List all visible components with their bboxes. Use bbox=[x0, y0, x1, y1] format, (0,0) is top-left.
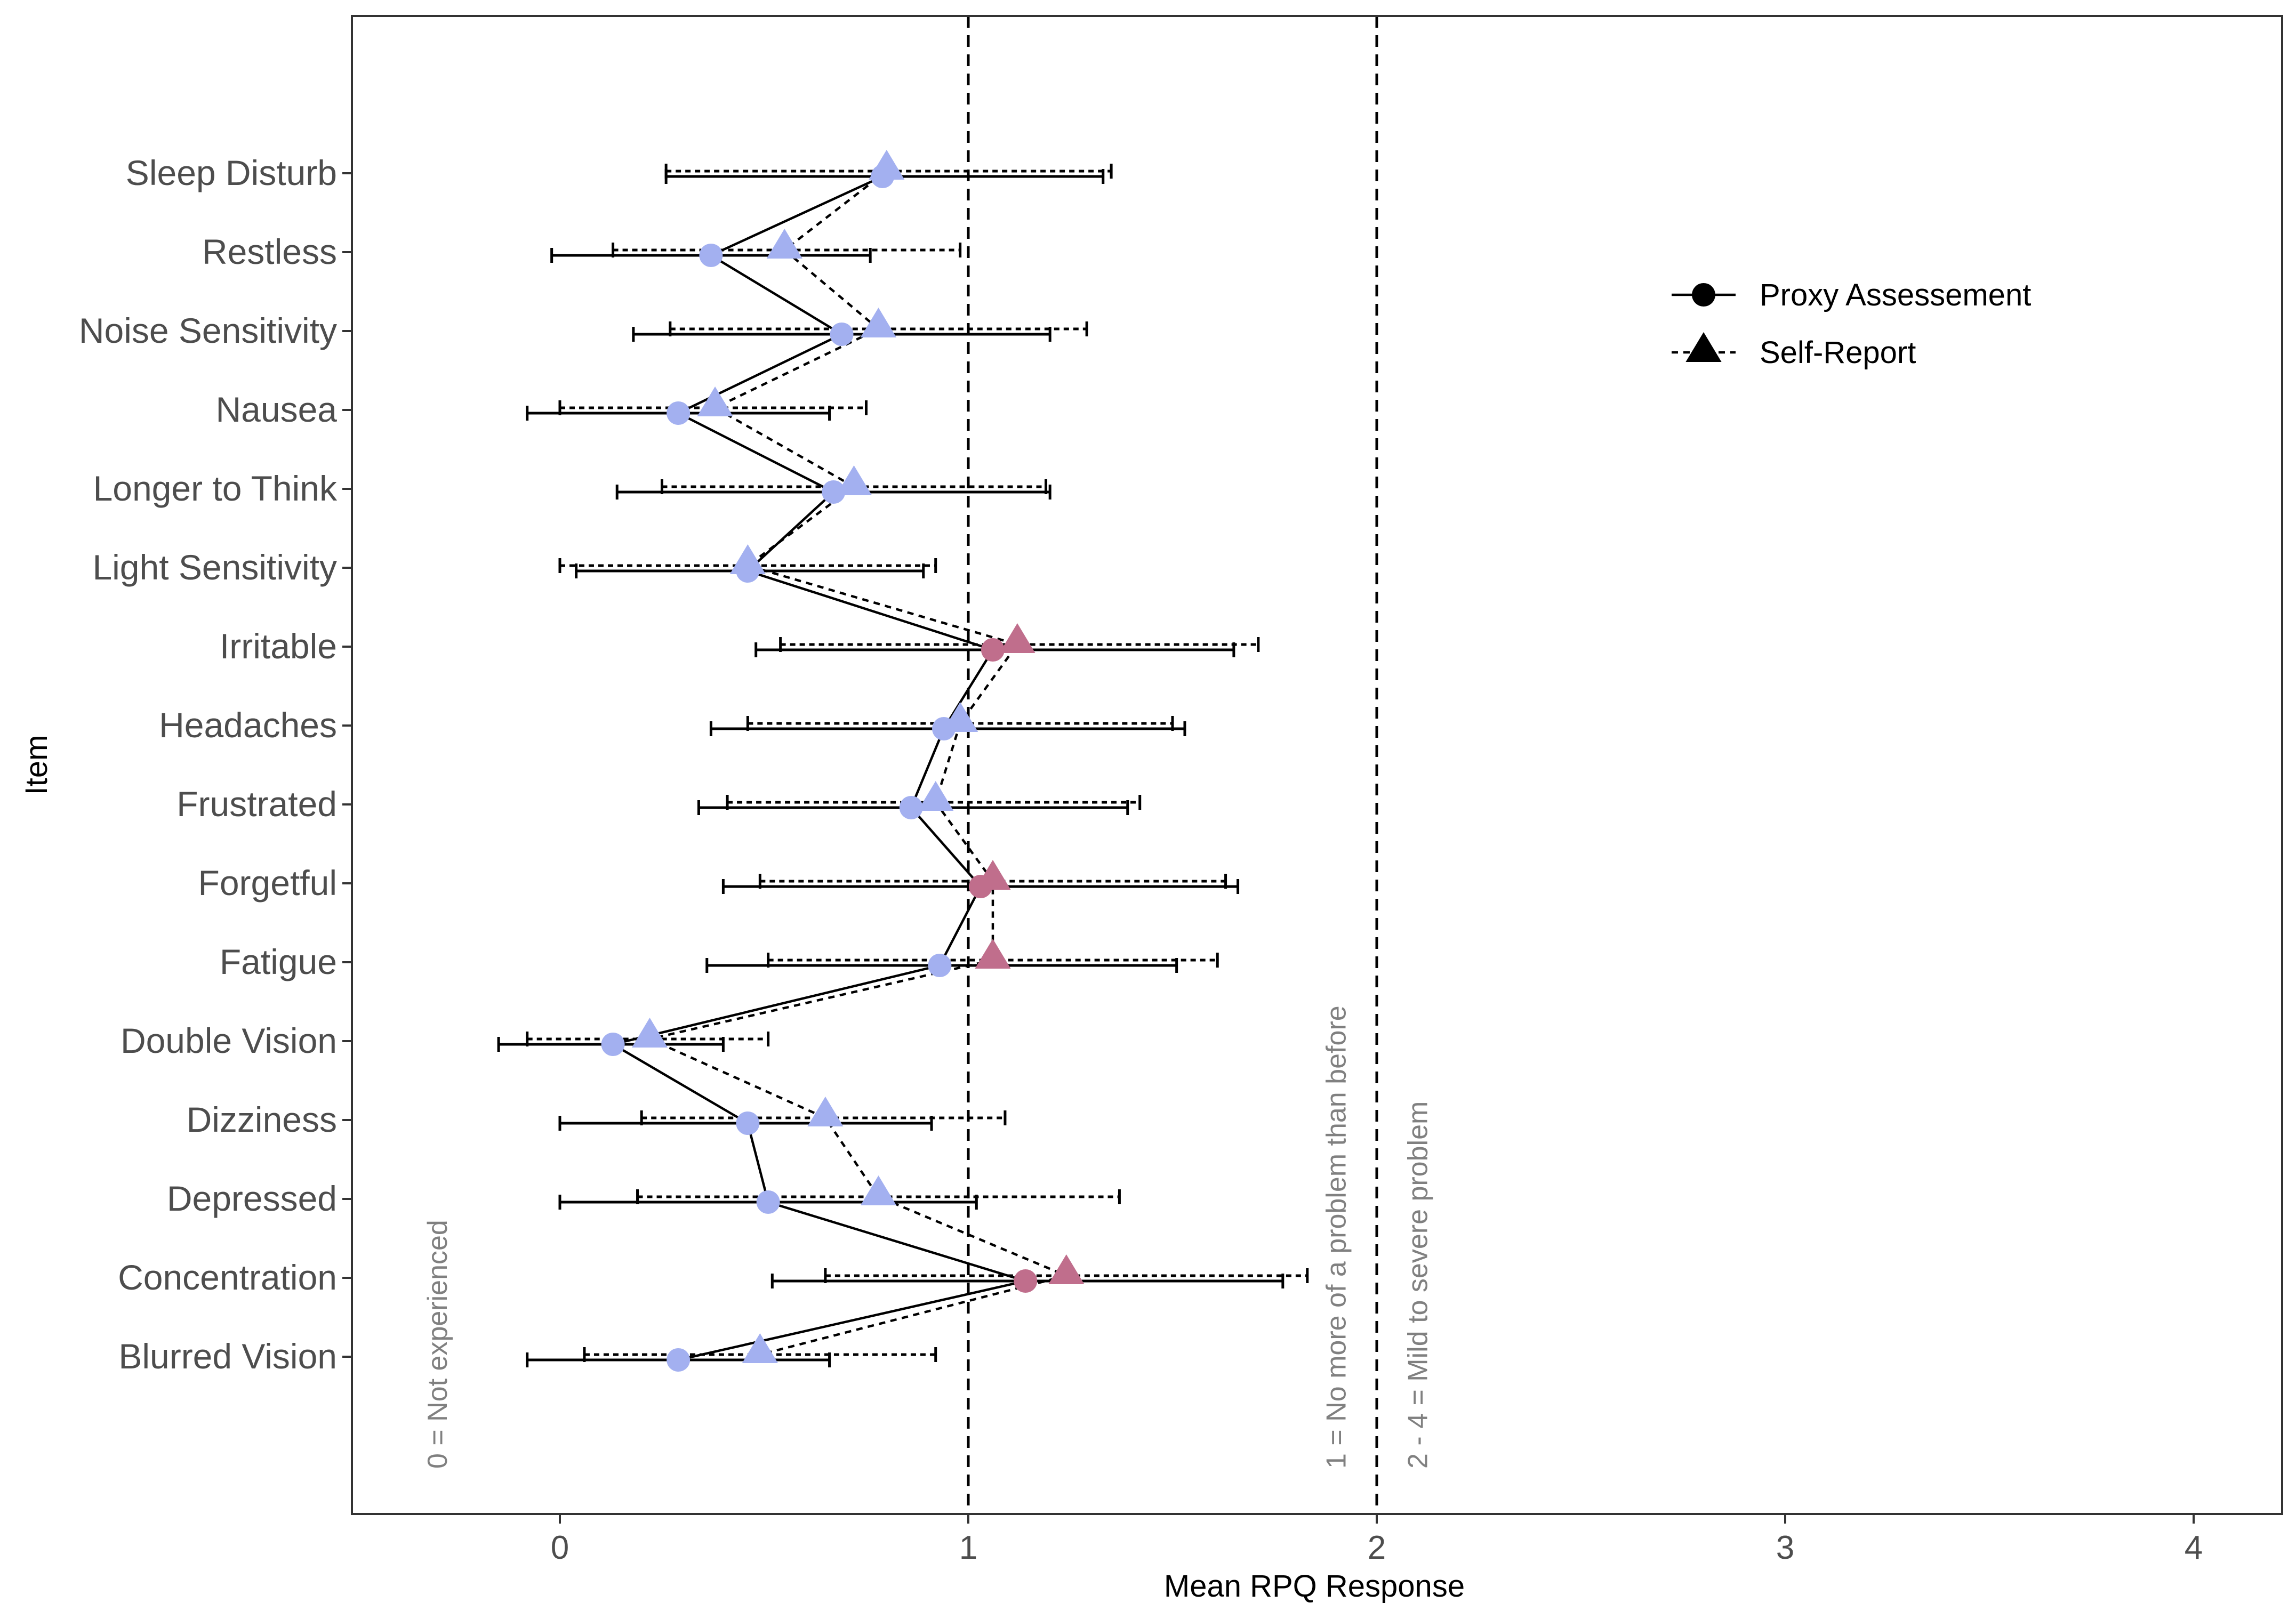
legend-item-self: Self-Report bbox=[1672, 332, 1916, 370]
marker-self-4 bbox=[836, 465, 872, 495]
x-tick-label: 1 bbox=[959, 1529, 977, 1566]
marker-proxy-12 bbox=[736, 1111, 760, 1135]
x-axis-title: Mean RPQ Response bbox=[1164, 1569, 1465, 1604]
y-tick-label: Light Sensitivity bbox=[92, 547, 337, 587]
plot-panel-border bbox=[351, 15, 2283, 1515]
marker-self-7 bbox=[942, 702, 978, 732]
annotation-1: 1 = No more of a problem than before bbox=[1321, 1005, 1352, 1469]
marker-proxy-14 bbox=[1014, 1269, 1038, 1293]
marker-self-15 bbox=[742, 1333, 778, 1363]
marker-proxy-11 bbox=[601, 1033, 625, 1056]
marker-self-14 bbox=[1048, 1254, 1085, 1284]
legend-item-proxy: Proxy Assessement bbox=[1672, 278, 2031, 312]
marker-self-5 bbox=[729, 544, 766, 574]
x-tick-label: 2 bbox=[1368, 1529, 1386, 1566]
legend-label: Self-Report bbox=[1760, 335, 1916, 370]
y-tick-label: Blurred Vision bbox=[118, 1336, 337, 1376]
x-tick-label: 4 bbox=[2185, 1529, 2203, 1566]
y-tick-label: Frustrated bbox=[176, 784, 337, 824]
errorbar-self-5 bbox=[558, 558, 937, 573]
annotations: 0 = Not experienced 1 = No more of a prob… bbox=[422, 1005, 1433, 1469]
data-markers bbox=[601, 150, 1085, 1372]
marker-proxy-3 bbox=[667, 401, 691, 425]
y-tick-label: Restless bbox=[202, 232, 337, 271]
y-tick-label: Dizziness bbox=[187, 1100, 337, 1139]
series-lines bbox=[609, 170, 1070, 1362]
marker-proxy-13 bbox=[756, 1190, 780, 1214]
legend-key-triangle bbox=[1685, 332, 1722, 362]
marker-proxy-15 bbox=[667, 1348, 691, 1372]
marker-proxy-1 bbox=[699, 244, 723, 267]
series-line-proxy bbox=[609, 175, 1030, 1362]
marker-self-2 bbox=[860, 308, 897, 337]
y-axis-title: Item bbox=[19, 735, 54, 795]
marker-self-9 bbox=[975, 860, 1011, 890]
x-axis: 0 1 2 3 4 bbox=[551, 1514, 2203, 1566]
marker-self-12 bbox=[807, 1097, 844, 1126]
marker-proxy-4 bbox=[822, 480, 846, 504]
marker-self-8 bbox=[918, 781, 954, 811]
y-tick-label: Noise Sensitivity bbox=[79, 311, 337, 350]
y-tick-label: Sleep Disturb bbox=[126, 153, 337, 192]
errorbar-self-3 bbox=[558, 400, 868, 415]
errorbar-self-6 bbox=[779, 637, 1260, 652]
marker-self-1 bbox=[766, 229, 802, 259]
y-tick-label: Concentration bbox=[118, 1258, 337, 1297]
marker-proxy-6 bbox=[981, 638, 1005, 662]
legend: Proxy Assessement Self-Report bbox=[1672, 278, 2031, 370]
y-tick-label: Fatigue bbox=[220, 942, 337, 981]
legend-label: Proxy Assessement bbox=[1760, 278, 2031, 312]
marker-self-13 bbox=[860, 1175, 897, 1205]
series-line-self bbox=[646, 170, 1070, 1356]
y-tick-label: Forgetful bbox=[198, 863, 337, 903]
y-tick-label: Nausea bbox=[216, 390, 338, 429]
x-tick-label: 0 bbox=[551, 1529, 569, 1566]
marker-self-0 bbox=[869, 150, 905, 180]
marker-self-11 bbox=[631, 1018, 668, 1048]
y-tick-label: Irritable bbox=[220, 626, 337, 666]
annotation-0: 0 = Not experienced bbox=[422, 1220, 453, 1469]
x-tick-label: 3 bbox=[1776, 1529, 1794, 1566]
marker-self-6 bbox=[999, 623, 1035, 653]
marker-proxy-10 bbox=[928, 954, 952, 977]
errorbar-self-2 bbox=[669, 321, 1088, 336]
y-tick-label: Depressed bbox=[167, 1179, 337, 1218]
y-tick-label: Headaches bbox=[159, 705, 337, 745]
y-axis: Sleep Disturb Restless Noise Sensitivity Na… bbox=[79, 153, 352, 1376]
marker-self-10 bbox=[975, 939, 1011, 969]
marker-self-3 bbox=[697, 386, 733, 416]
legend-key-circle bbox=[1692, 283, 1715, 307]
annotation-2: 2 - 4 = Mild to severe problem bbox=[1403, 1101, 1434, 1469]
marker-proxy-8 bbox=[899, 796, 923, 819]
errorbar-self-12 bbox=[640, 1110, 1007, 1125]
y-tick-label: Double Vision bbox=[121, 1021, 337, 1060]
marker-proxy-2 bbox=[830, 323, 854, 346]
y-tick-label: Longer to Think bbox=[93, 469, 338, 508]
